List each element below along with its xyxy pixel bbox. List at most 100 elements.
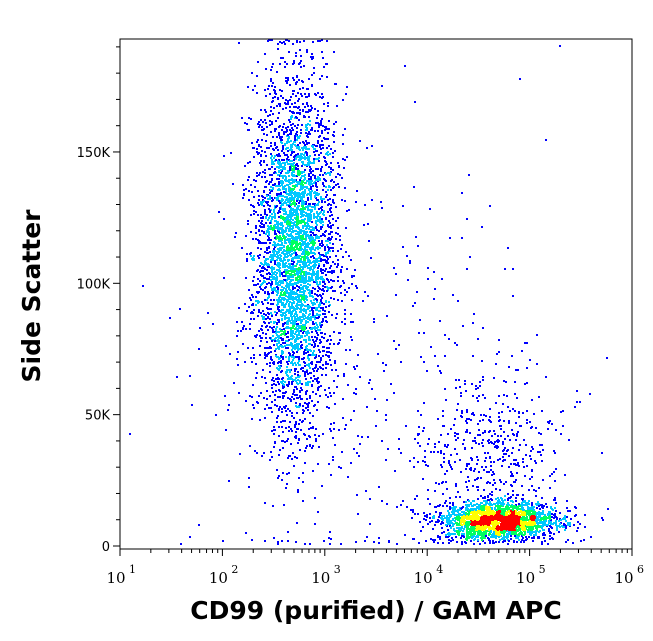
event-point [309, 133, 311, 135]
event-point [258, 126, 260, 128]
event-point [267, 302, 269, 304]
event-point [295, 311, 297, 313]
event-point [510, 538, 512, 540]
event-point [332, 199, 334, 201]
event-point [549, 535, 551, 537]
event-point [320, 168, 322, 170]
event-point [281, 42, 283, 44]
event-point [295, 95, 297, 97]
event-point [284, 144, 286, 146]
event-point [533, 489, 535, 491]
event-point [250, 204, 252, 206]
event-point [289, 371, 291, 373]
event-point [285, 99, 287, 101]
event-point [346, 86, 348, 88]
event-point [317, 463, 319, 465]
event-point [250, 312, 252, 314]
event-point [337, 250, 339, 252]
event-point [268, 322, 270, 324]
event-point [279, 264, 281, 266]
event-point [270, 261, 272, 263]
event-point [263, 128, 265, 130]
event-point [326, 138, 328, 140]
event-point [308, 142, 310, 144]
event-point [290, 279, 292, 281]
event-point [273, 380, 275, 382]
event-point [304, 222, 306, 224]
event-point [296, 131, 298, 133]
event-point [258, 144, 260, 146]
event-point [538, 511, 540, 513]
event-point [441, 532, 443, 534]
event-point [328, 220, 330, 222]
event-point [284, 407, 286, 409]
event-point [310, 250, 312, 252]
event-point [281, 333, 283, 335]
event-point [266, 164, 268, 166]
event-point [293, 151, 295, 153]
event-point [292, 284, 294, 286]
event-point [330, 279, 332, 281]
event-point [287, 296, 289, 298]
event-point [282, 431, 284, 433]
event-point [335, 206, 337, 208]
event-point [297, 174, 299, 176]
event-point [303, 147, 305, 149]
event-point [317, 158, 319, 160]
event-point [253, 213, 255, 215]
event-point [257, 214, 259, 216]
event-point [304, 349, 306, 351]
event-point [265, 242, 267, 244]
event-point [317, 389, 319, 391]
event-point [287, 332, 289, 334]
event-point [337, 263, 339, 265]
event-point [230, 152, 232, 154]
event-point [313, 72, 315, 74]
event-point [327, 271, 329, 273]
event-point [286, 253, 288, 255]
event-point [285, 176, 287, 178]
event-point [279, 41, 281, 43]
event-point [424, 515, 426, 517]
event-point [288, 287, 290, 289]
event-point [279, 275, 281, 277]
event-point [260, 214, 262, 216]
event-point [296, 200, 298, 202]
event-point [324, 286, 326, 288]
event-point [284, 253, 286, 255]
event-point [275, 159, 277, 161]
event-point [319, 395, 321, 397]
event-point [298, 202, 300, 204]
event-point [265, 140, 267, 142]
event-point [321, 226, 323, 228]
event-point [280, 169, 282, 171]
event-point [296, 285, 298, 287]
event-point [340, 467, 342, 469]
event-point [288, 180, 290, 182]
event-point [292, 359, 294, 361]
event-point [261, 325, 263, 327]
event-point [306, 102, 308, 104]
event-point [297, 92, 299, 94]
event-point [274, 244, 276, 246]
event-point [311, 85, 313, 87]
event-point [310, 211, 312, 213]
event-point [270, 239, 272, 241]
event-point [297, 325, 299, 327]
event-point [321, 321, 323, 323]
event-point [295, 364, 297, 366]
event-point [253, 318, 255, 320]
event-point [315, 279, 317, 281]
event-point [299, 142, 301, 144]
event-point [289, 320, 291, 322]
event-point [321, 297, 323, 299]
event-point [280, 175, 282, 177]
event-point [326, 128, 328, 130]
event-point [276, 322, 278, 324]
event-point [290, 335, 292, 337]
event-point [295, 241, 297, 243]
event-point [325, 306, 327, 308]
event-point [308, 272, 310, 274]
event-point [315, 221, 317, 223]
event-point [289, 240, 291, 242]
